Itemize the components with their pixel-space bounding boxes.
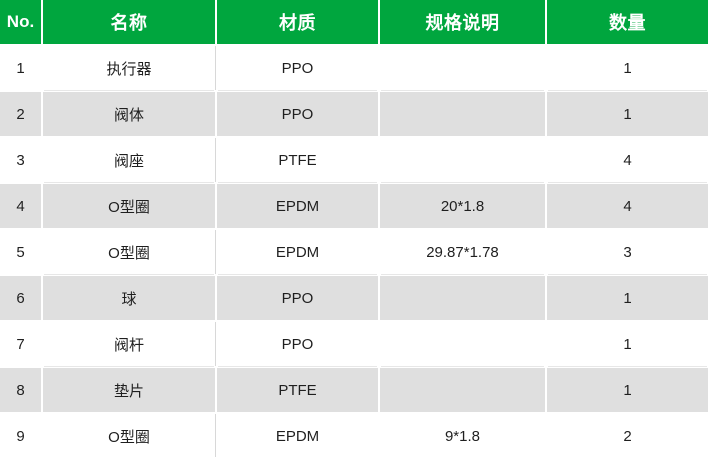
cell-no-row7: 7 xyxy=(0,322,41,366)
cell-name-row8: 垫片 xyxy=(43,368,215,412)
cell-qty-row8: 1 xyxy=(547,368,708,412)
cell-no-row6: 6 xyxy=(0,276,41,320)
cell-spec-row9: 9*1.8 xyxy=(380,414,545,457)
cell-material-row8: PTFE xyxy=(217,368,378,412)
cell-material-row3: PTFE xyxy=(217,138,378,182)
cell-material-row4: EPDM xyxy=(217,184,378,228)
cell-material-row5: EPDM xyxy=(217,230,378,274)
column-header-material: 材质 xyxy=(217,0,378,44)
cell-no-row4: 4 xyxy=(0,184,41,228)
column-header-no: No. xyxy=(0,0,41,44)
cell-name-row1: 执行器 xyxy=(43,46,215,90)
column-header-spec: 规格说明 xyxy=(380,0,545,44)
cell-material-row1: PPO xyxy=(217,46,378,90)
cell-material-row2: PPO xyxy=(217,92,378,136)
cell-qty-row5: 3 xyxy=(547,230,708,274)
cell-spec-row3 xyxy=(380,138,545,182)
cell-name-row6: 球 xyxy=(43,276,215,320)
cell-no-row9: 9 xyxy=(0,414,41,457)
cell-qty-row4: 4 xyxy=(547,184,708,228)
cell-material-row7: PPO xyxy=(217,322,378,366)
cell-name-row9: O型圈 xyxy=(43,414,215,457)
column-header-qty: 数量 xyxy=(547,0,708,44)
cell-name-row5: O型圈 xyxy=(43,230,215,274)
cell-name-row7: 阀杆 xyxy=(43,322,215,366)
cell-spec-row1 xyxy=(380,46,545,90)
cell-name-row2: 阀体 xyxy=(43,92,215,136)
cell-no-row5: 5 xyxy=(0,230,41,274)
cell-no-row2: 2 xyxy=(0,92,41,136)
column-header-name: 名称 xyxy=(43,0,215,44)
cell-spec-row8 xyxy=(380,368,545,412)
cell-qty-row9: 2 xyxy=(547,414,708,457)
cell-no-row3: 3 xyxy=(0,138,41,182)
cell-material-row6: PPO xyxy=(217,276,378,320)
cell-spec-row7 xyxy=(380,322,545,366)
cell-material-row9: EPDM xyxy=(217,414,378,457)
cell-spec-row5: 29.87*1.78 xyxy=(380,230,545,274)
cell-qty-row2: 1 xyxy=(547,92,708,136)
cell-spec-row2 xyxy=(380,92,545,136)
cell-qty-row1: 1 xyxy=(547,46,708,90)
cell-spec-row4: 20*1.8 xyxy=(380,184,545,228)
cell-qty-row7: 1 xyxy=(547,322,708,366)
cell-no-row8: 8 xyxy=(0,368,41,412)
cell-no-row1: 1 xyxy=(0,46,41,90)
cell-qty-row6: 1 xyxy=(547,276,708,320)
cell-name-row4: O型圈 xyxy=(43,184,215,228)
cell-name-row3: 阀座 xyxy=(43,138,215,182)
cell-spec-row6 xyxy=(380,276,545,320)
cell-qty-row3: 4 xyxy=(547,138,708,182)
